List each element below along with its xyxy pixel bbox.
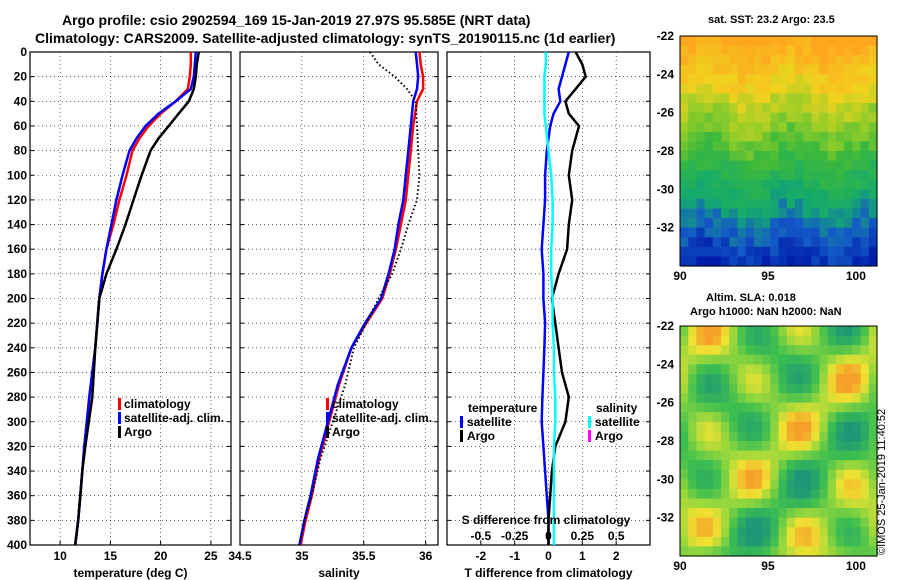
x-tick-label: 20 <box>154 549 168 563</box>
depth-tick-label: 0 <box>20 45 27 59</box>
depth-tick-label: 340 <box>7 464 27 478</box>
secondary-axis-title: S difference from climatology <box>462 513 631 527</box>
temperature-panel: 10 15 20 25 temperature (deg C) climatologysa… <box>29 51 232 580</box>
depth-tick-label: 140 <box>7 218 27 232</box>
depth-tick-label: 240 <box>7 341 27 355</box>
depth-tick-label: 120 <box>7 193 27 207</box>
x-tick-label: 36 <box>419 549 433 563</box>
legend-label: Argo <box>332 425 360 439</box>
depth-tick-label: 300 <box>7 415 27 429</box>
depth-tick-label: 100 <box>7 168 27 182</box>
legend-swatch <box>118 426 121 438</box>
legend-label: satellite-adj. clim. <box>332 411 432 425</box>
legend-swatch <box>326 426 329 438</box>
x-tick-label: 25 <box>204 549 218 563</box>
salinity-panel: 34.5 35 35.5 36 salinity climatologysatellite… <box>228 51 439 580</box>
sst-map-title: sat. SST: 23.2 Argo: 23.5 <box>708 14 835 26</box>
depth-tick-label: 380 <box>7 513 27 527</box>
depth-tick-label: 60 <box>14 119 28 133</box>
depth-tick-label: 400 <box>7 538 27 552</box>
depth-tick-label: 40 <box>14 94 28 108</box>
legend-label: satellite-adj. clim. <box>124 411 224 425</box>
x-tick-label: 0 <box>545 549 552 563</box>
x-tick-label: -2 <box>475 549 486 563</box>
sla-map-title: Altim. SLA: 0.018 <box>706 292 796 304</box>
series-line-argo <box>73 51 201 546</box>
secondary-tick-label: -0.25 <box>501 529 529 543</box>
legend-swatch <box>326 398 329 410</box>
legend-swatch <box>118 398 121 410</box>
sla-map-subtitle: Argo h1000: NaN h2000: NaN <box>690 306 842 318</box>
legend-swatch <box>588 430 591 442</box>
series-line-salinity-satellite <box>543 52 557 545</box>
difference-panel: -2 -1 0 1 2 T difference from climatology temp… <box>446 51 651 580</box>
secondary-tick-label: 0.5 <box>608 529 625 543</box>
legend-swatch <box>118 412 121 424</box>
x-axis-label: salinity <box>318 566 360 580</box>
x-tick-label: -1 <box>509 549 520 563</box>
x-tick-label: 35 <box>295 549 309 563</box>
depth-tick-label: 320 <box>7 439 27 453</box>
series-line-satellite-adj-clim- <box>298 51 420 546</box>
legend-label: climatology <box>124 397 191 411</box>
x-tick-label: 1 <box>579 549 586 563</box>
depth-tick-label: 260 <box>7 365 27 379</box>
x-tick-label: 15 <box>104 549 118 563</box>
x-axis-label: temperature (deg C) <box>73 566 187 580</box>
legend-label: satellite <box>595 415 640 429</box>
depth-axis: 0 20 40 60 80 100 120 140 160 180 200 220 240 260 280 3… <box>7 45 27 552</box>
x-axis-label: T difference from climatology <box>464 566 632 580</box>
secondary-tick-label: 0.25 <box>571 529 595 543</box>
depth-tick-label: 360 <box>7 489 27 503</box>
legend-label: Argo <box>595 429 623 443</box>
legend-swatch <box>326 412 329 424</box>
depth-tick-label: 220 <box>7 316 27 330</box>
legend-swatch <box>588 416 591 428</box>
depth-tick-label: 280 <box>7 390 27 404</box>
legend-title-temperature: temperature <box>468 401 538 415</box>
legend-title-salinity: salinity <box>596 401 638 415</box>
legend-swatch <box>460 430 463 442</box>
depth-tick-label: 200 <box>7 292 27 306</box>
depth-tick-label: 180 <box>7 267 27 281</box>
chart-title-line1: Argo profile: csio 2902594_169 15-Jan-20… <box>62 12 531 28</box>
x-tick-label: 2 <box>613 549 620 563</box>
x-tick-label: 35.5 <box>352 549 376 563</box>
depth-tick-label: 80 <box>14 144 28 158</box>
legend-label: Argo <box>124 425 152 439</box>
legend-label: satellite <box>467 415 512 429</box>
legend-swatch <box>460 416 463 428</box>
depth-tick-label: 160 <box>7 242 27 256</box>
chart-title-line2: Climatology: CARS2009. Satellite-adjuste… <box>35 30 616 46</box>
legend-label: climatology <box>332 397 399 411</box>
secondary-tick-label: -0.5 <box>470 529 491 543</box>
imos-credit: ©IMOS 25-Jan-2019 11:40:52 <box>876 408 888 555</box>
legend-label: Argo <box>467 429 495 443</box>
secondary-tick-label: 0 <box>545 529 552 543</box>
series-line-temperature-satellite <box>540 51 571 545</box>
x-tick-label: 34.5 <box>228 549 252 563</box>
depth-tick-label: 20 <box>14 70 28 84</box>
x-tick-label: 10 <box>53 549 67 563</box>
